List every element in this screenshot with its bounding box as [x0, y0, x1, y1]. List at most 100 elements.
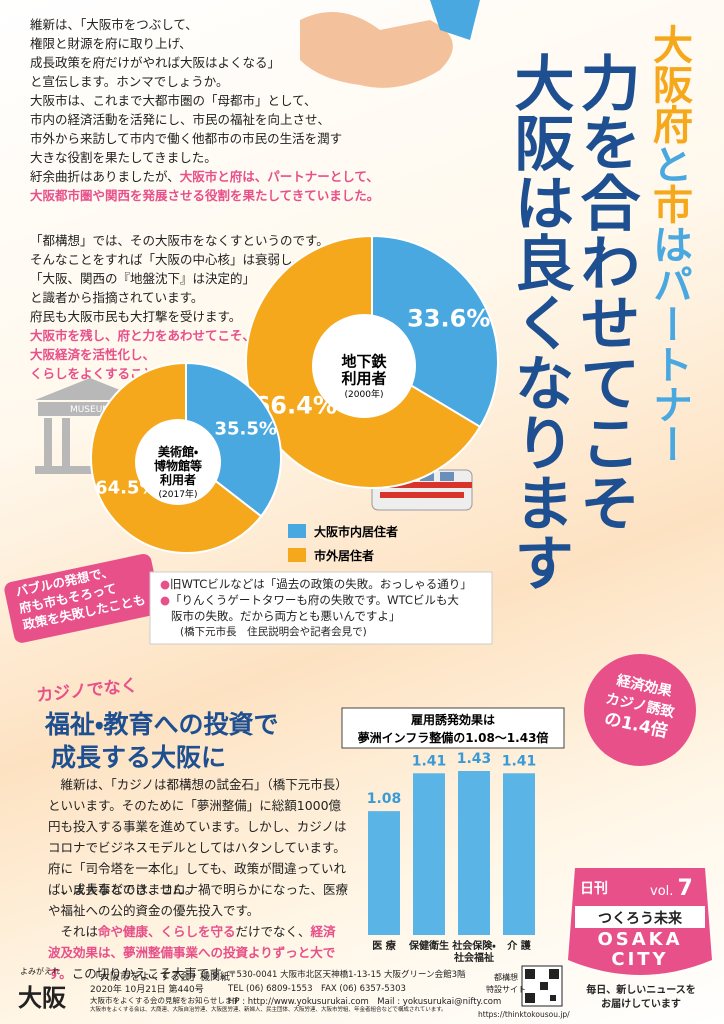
issue: 2020年 10月21日 第440号 [90, 985, 204, 995]
intro-line: 大阪市を残し、府と力をあわせてこそ、 [30, 328, 256, 343]
vol-label: vol. [650, 884, 674, 899]
bar-value-label: 1.43 [457, 751, 492, 767]
pie-center [135, 419, 221, 505]
bar-value-label: 1.41 [502, 753, 537, 769]
intro-line: 維新は、「大阪市をつぶして、 [30, 17, 198, 32]
pie-label: 利用者 [341, 370, 386, 388]
section-paragraph: それは命や健康、くらしを守るだけでなく、経済波及効果は、夢洲整備事業への投資より… [48, 921, 348, 984]
site-url: https://thinktokousou.jp/ [478, 1010, 570, 1019]
legend-swatch [288, 524, 306, 538]
pie-label: 博物館等 [154, 458, 202, 473]
intro-line: 大阪市は、これまで大都市圏の「母都市」として、 [30, 93, 317, 108]
section-title-line: 福祉・教育への投資で [45, 710, 279, 739]
site-label-line: 特設サイト [486, 985, 526, 994]
pie-label: 利用者 [160, 472, 196, 487]
bubble [4, 553, 162, 643]
x-tick-label: 社会保険・ 社会福祉 [452, 941, 496, 964]
bar-value-label: 1.41 [412, 753, 447, 769]
p3-segment: それは [60, 924, 99, 939]
quote-source: (橋下元市長 住民説明会や記者会見で) [180, 626, 367, 638]
intro-line: 府民も大阪市民も大打撃を受けます。 [30, 309, 242, 324]
sub-headline-part: 大阪府 [646, 24, 692, 144]
tagline-line: 毎日、新しいニュースを [586, 985, 696, 996]
quote-line: 阪市の失敗。だから両方とも悪いんですよ」 [171, 609, 401, 623]
p3-segment: この切りかえこそ大事です。 [71, 966, 234, 981]
pie-value-label: 35.5% [214, 419, 276, 440]
quote-bullet: ● [160, 577, 171, 591]
sleeve [430, 0, 480, 40]
quote-bullet: ● [160, 593, 171, 607]
quote: ●「りんくうゲートタワーも府の失敗です。WTCビルも大 阪市の失敗。だから両方とも… [160, 592, 472, 624]
purpose: 大阪市をよくする会の見解をお知らせします [90, 996, 240, 1005]
address: 〒530-0041 大阪市北区天神橋1-13-15 大阪グリーン会館3階 [228, 970, 466, 980]
sub-headline-part: 市 [646, 184, 692, 224]
intro-line: と宣伝します。ホンマでしょうか。 [30, 74, 229, 89]
pie-year: (2000年) [345, 388, 384, 400]
sub-headline-part: はパートナー [646, 224, 692, 464]
web: HP : http://www.yokusurukai.com Mail : y… [228, 997, 502, 1007]
logo-big: 大阪 [18, 984, 66, 1012]
legend-swatch [288, 548, 306, 562]
pie-label: 美術館・ [157, 444, 198, 459]
quote-box [149, 571, 493, 645]
bar-value-label: 1.08 [367, 791, 402, 807]
intro-line: と識者から指摘されています。 [30, 290, 204, 305]
osaka-city-title: OSAKA CITY [568, 930, 712, 970]
p3-segment: だけでなく、 [235, 924, 311, 939]
section-title: 福祉・教育への投資で成長する大阪に [45, 708, 279, 774]
badge [584, 654, 696, 766]
main-headline: 大阪は良くなります [504, 52, 574, 592]
pie-year: (2017年) [159, 488, 198, 500]
daily: 日刊 [580, 881, 608, 897]
bar-title: 夢洲インフラ整備の1.08〜1.43倍 [358, 730, 549, 745]
intro-line: 「大阪、関西の『地盤沈下』は決定的」 [30, 271, 256, 286]
intro-line: そんなことをすれば「大阪の中心核」は衰弱し、 [30, 252, 306, 267]
pie-center [312, 314, 416, 418]
bar [458, 771, 490, 935]
tel: TEL (06) 6809-1553 FAX (06) 6357-5303 [228, 984, 406, 994]
osaka: OSAKA [597, 929, 683, 950]
sub-headline: 大阪府と市はパートナー [640, 24, 698, 464]
p3-segment: 命や健康、くらしを守る [98, 924, 236, 939]
quote-line: 「りんくうゲートタワーも府の失敗です。WTCビルも大 [170, 593, 459, 607]
section-paragraph: いま大事なのは、コロナ禍で明らかになった、医療や福祉への公的資金の優先投入です。 [48, 882, 349, 918]
quote-line: 旧WTCビルなどは「過去の政策の失敗。おっしゃる通り」 [170, 577, 472, 591]
bar [503, 773, 535, 935]
intro-line: 市内の経済活動を活発にし、市民の福祉を向上させ、 [30, 112, 331, 127]
city: CITY [611, 949, 669, 970]
intro-line: 大阪経済を活性化し、 [30, 347, 156, 362]
pie-slice [185, 361, 282, 518]
intro-line: 紆余曲折はありましたが、大阪市と府は、パートナーとして、 [30, 168, 379, 186]
band-text: つくろう未来 [598, 911, 682, 927]
p3-segment: 経済波及効果は、夢洲整備事業への投資よりずっと大です。 [48, 924, 336, 981]
intro-line: 大阪都市圏や関西を発展させる役割を果たしてきていました。 [30, 188, 380, 203]
bar [368, 811, 400, 935]
tagline-line: お届けしています [601, 999, 681, 1010]
intro-line: 市外から来訪して市内で働く他都市の市民の生活を潤す [30, 131, 343, 146]
section-paragraph: 維新は、「カジノは都構想の試金石」（橋下元市長）といいます。そのために「夢洲整備… [48, 777, 348, 897]
legend-label: 市外居住者 [314, 548, 374, 563]
intro-pink: 大阪市と府は、パートナーとして、 [179, 169, 379, 184]
org: 「大阪市をよくする会」機関紙 [90, 972, 230, 983]
site-label-line: 都構想 [494, 973, 518, 982]
handshake [300, 12, 453, 88]
qr-code [521, 965, 563, 1007]
logo-small: よみがえれ [20, 967, 60, 976]
intro-lead: 紆余曲折はありましたが、 [30, 169, 180, 184]
pie-label: 地下鉄 [341, 353, 387, 371]
tagline: 毎日、新しいニュースを お届けしています [566, 984, 716, 1012]
bar-title: 雇用誘発効果は [411, 712, 495, 727]
vol: vol. 7 [650, 876, 693, 901]
museum-sign: MUSEUM [70, 405, 110, 415]
x-tick-label: 介 護 [507, 941, 531, 952]
intro-line: 「都構想」では、その大阪市をなくすというのです。 [30, 233, 329, 248]
quote: ●旧WTCビルなどは「過去の政策の失敗。おっしゃる通り」 [160, 576, 472, 592]
pie-value-label: 33.6% [407, 305, 490, 333]
main-headline: 力を合わせてこそ [570, 52, 640, 532]
note: 大阪市をよくする会は、大商連、大阪自治労連、大阪医労連、新婦人、民主団体、大阪労… [90, 1007, 447, 1013]
intro-line: 権限と財源を府に取り上げ、 [30, 36, 192, 51]
bar-title-box [341, 707, 565, 749]
section-title-line: 成長する大阪に [51, 743, 227, 772]
